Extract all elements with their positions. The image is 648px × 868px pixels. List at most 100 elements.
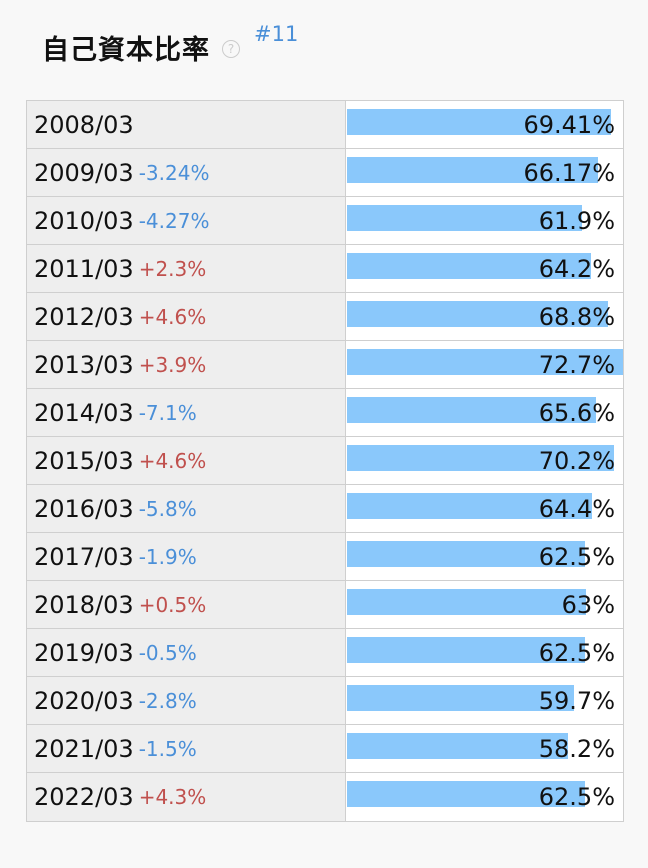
period-label: 2017/03 (34, 542, 134, 571)
bar-cell: 69.41% (346, 101, 623, 148)
bar-cell: 66.17% (346, 149, 623, 196)
value-label: 64.2% (538, 254, 615, 283)
table-row: 2015/03 +4.6% 70.2% (27, 437, 623, 485)
table-row: 2011/03 +2.3% 64.2% (27, 245, 623, 293)
period-label: 2021/03 (34, 734, 134, 763)
change-label: -3.24% (138, 160, 210, 185)
change-label: +2.3% (138, 256, 207, 281)
period-label: 2014/03 (34, 398, 134, 427)
row-label-cell: 2011/03 +2.3% (27, 245, 346, 292)
value-bar (347, 253, 591, 279)
value-label: 65.6% (538, 398, 615, 427)
bar-cell: 64.2% (346, 245, 623, 292)
row-label-cell: 2022/03 +4.3% (27, 773, 346, 821)
change-label: -1.5% (138, 736, 197, 761)
value-bar (347, 685, 574, 711)
value-bar (347, 157, 598, 183)
period-label: 2012/03 (34, 302, 134, 331)
change-label: -0.5% (138, 640, 197, 665)
value-label: 62.5% (538, 783, 615, 811)
help-icon[interactable]: ? (222, 40, 240, 58)
change-label: -5.8% (138, 496, 197, 521)
period-label: 2016/03 (34, 494, 134, 523)
bar-cell: 72.7% (346, 341, 623, 388)
value-label: 69.41% (523, 110, 615, 139)
value-label: 68.8% (538, 302, 615, 331)
value-bar (347, 781, 585, 807)
change-label: +3.9% (138, 352, 207, 377)
value-label: 63% (561, 590, 615, 619)
bar-cell: 62.5% (346, 629, 623, 676)
row-label-cell: 2012/03 +4.6% (27, 293, 346, 340)
value-bar (347, 397, 596, 423)
row-label-cell: 2014/03 -7.1% (27, 389, 346, 436)
table-row: 2022/03 +4.3% 62.5% (27, 773, 623, 821)
period-label: 2019/03 (34, 638, 134, 667)
period-label: 2018/03 (34, 590, 134, 619)
period-label: 2008/03 (34, 110, 134, 139)
value-label: 70.2% (538, 446, 615, 475)
table-row: 2017/03 -1.9% 62.5% (27, 533, 623, 581)
row-label-cell: 2009/03 -3.24% (27, 149, 346, 196)
value-bar (347, 541, 585, 567)
value-label: 66.17% (523, 158, 615, 187)
change-label: -4.27% (138, 208, 210, 233)
value-label: 58.2% (538, 734, 615, 763)
period-label: 2022/03 (34, 783, 134, 811)
period-label: 2009/03 (34, 158, 134, 187)
equity-ratio-table: 2008/03 69.41% 2009/03 -3.24% 66.17% 2010/03-… (26, 100, 624, 822)
chart-title: 自己資本比率 (42, 35, 210, 66)
row-label-cell: 2021/03 -1.5% (27, 725, 346, 772)
row-label-cell: 2010/03 -4.27% (27, 197, 346, 244)
change-label: +0.5% (138, 592, 207, 617)
value-bar (347, 349, 623, 375)
value-label: 61.9% (538, 206, 615, 235)
row-label-cell: 2015/03 +4.6% (27, 437, 346, 484)
value-bar (347, 445, 614, 471)
period-label: 2010/03 (34, 206, 134, 235)
value-bar (347, 301, 608, 327)
bar-cell: 70.2% (346, 437, 623, 484)
bar-cell: 62.5% (346, 773, 623, 821)
value-label: 62.5% (538, 638, 615, 667)
table-row: 2018/03 +0.5% 63% (27, 581, 623, 629)
period-label: 2020/03 (34, 686, 134, 715)
change-label: -1.9% (138, 544, 197, 569)
table-row: 2019/03 -0.5% 62.5% (27, 629, 623, 677)
table-row: 2020/03 -2.8% 59.7% (27, 677, 623, 725)
row-label-cell: 2017/03 -1.9% (27, 533, 346, 580)
value-label: 64.4% (538, 494, 615, 523)
value-label: 62.5% (538, 542, 615, 571)
row-label-cell: 2013/03 +3.9% (27, 341, 346, 388)
value-bar (347, 637, 585, 663)
table-row: 2008/03 69.41% (27, 101, 623, 149)
row-label-cell: 2018/03 +0.5% (27, 581, 346, 628)
table-row: 2009/03 -3.24% 66.17% (27, 149, 623, 197)
change-label: +4.6% (138, 304, 207, 329)
period-label: 2015/03 (34, 446, 134, 475)
table-row: 2014/03 -7.1% 65.6% (27, 389, 623, 437)
chart-header: 自己資本比率 ? #11 (42, 22, 298, 72)
table-row: 2010/03 -4.27% 61.9% (27, 197, 623, 245)
change-label: +4.3% (138, 785, 207, 809)
table-row: 2021/03 -1.5% 58.2% (27, 725, 623, 773)
row-label-cell: 2020/03 -2.8% (27, 677, 346, 724)
table-row: 2012/03 +4.6% 68.8% (27, 293, 623, 341)
bar-cell: 63% (346, 581, 623, 628)
value-bar (347, 109, 611, 135)
change-label: -2.8% (138, 688, 197, 713)
rank-link[interactable]: #11 (254, 22, 299, 46)
row-label-cell: 2019/03 -0.5% (27, 629, 346, 676)
change-label: -7.1% (138, 400, 197, 425)
value-label: 59.7% (538, 686, 615, 715)
value-bar (347, 205, 582, 231)
value-bar (347, 493, 592, 519)
bar-cell: 64.4% (346, 485, 623, 532)
table-row: 2016/03 -5.8% 64.4% (27, 485, 623, 533)
row-label-cell: 2008/03 (27, 101, 346, 148)
bar-cell: 59.7% (346, 677, 623, 724)
bar-cell: 61.9% (346, 197, 623, 244)
value-bar (347, 589, 586, 615)
period-label: 2013/03 (34, 350, 134, 379)
table-row: 2013/03 +3.9% 72.7% (27, 341, 623, 389)
